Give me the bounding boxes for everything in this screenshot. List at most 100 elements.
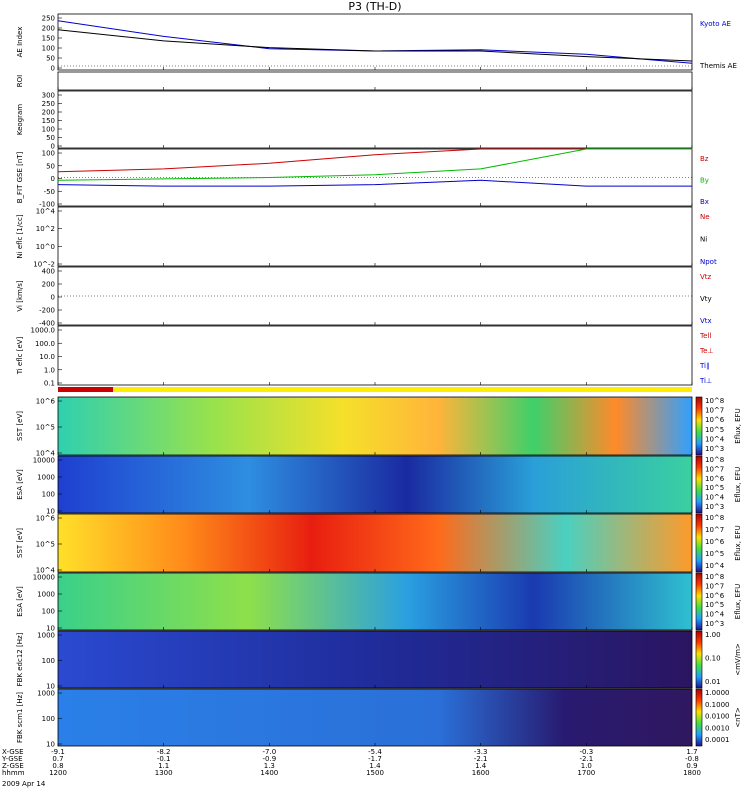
colorbar-tick-label: 1.0000 [705,689,730,697]
footer-value: -7.0 [262,748,276,756]
colorbar-tick-label: 10^4 [705,611,725,619]
y-tick-label: 1000 [37,474,55,482]
y-tick-label: 10^6 [36,398,56,406]
y-axis-label: Vi [km/s] [16,280,24,311]
colorbar-tick-label: 10^5 [705,550,724,558]
y-tick-label: 10^-2 [33,261,55,269]
legend-label: Ti⊥ [699,377,712,385]
y-axis-label: SST [eV] [16,528,24,558]
y-tick-label: 10 [46,625,55,633]
colorbar-fbk1 [695,630,703,689]
y-axis-label: ROI [16,75,24,87]
y-axis-label: ESA [eV] [16,469,24,500]
y-tick-label: 0 [51,143,55,151]
colorbar-tick-label: 10^7 [705,407,724,415]
panel-fbk1: 1.00 0.10 0.01 <mV/m> 1000 100 10 FBK edc12 [Hz… [16,630,742,691]
colorbar-sst2 [695,513,703,573]
y-tick-label: 50 [46,134,55,142]
colorbar-sst1 [695,396,703,456]
footer-row-label: Y-GSE [1,755,23,763]
legend-label: Te⊥ [699,347,714,355]
colorbar-tick-label: 10^7 [705,582,724,590]
y-axis-label: Keogram [16,104,24,135]
footer-value: -0.3 [579,748,593,756]
heatmap-esa1 [58,456,692,513]
plot-title: P3 (TH-D) [348,0,401,13]
colorbar-tick-label: 10^4 [705,562,725,570]
status-bar-red [58,387,113,392]
y-tick-label: 10 [46,741,55,749]
colorbar-tick-label: 0.01 [705,678,721,686]
y-tick-label: 10^2 [36,225,55,233]
y-tick-label: 0.1 [44,380,55,388]
y-tick-label: 100 [42,491,55,499]
heatmap-sst1 [58,397,692,455]
footer-value: 1.7 [686,748,697,756]
legend-label: Npot [700,258,717,266]
y-tick-label: 100 [42,715,55,723]
footer-value: 1200 [49,769,67,777]
colorbar-tick-label: 10^3 [705,503,724,511]
y-axis-label: AE Index [16,27,24,58]
y-tick-label: 100.0 [35,340,55,348]
colorbar-label: <mV/m> [734,643,742,676]
panel-frame [57,13,693,71]
y-tick-label: 200 [42,109,55,117]
panel-frame [57,325,693,386]
colorbar-tick-label: 10^7 [705,465,724,473]
footer-row-label: hhmm [2,769,25,777]
colorbar-esa2 [695,572,703,631]
heatmap-fbk2 [58,689,692,746]
panel-frame [57,90,693,149]
footer-row-label: Z-GSE [2,762,24,770]
panel-frame [57,206,693,267]
footer-value: 1700 [577,769,595,777]
y-tick-label: -100 [39,201,55,209]
y-tick-label: 150 [42,35,55,43]
colorbar-tick-label: 10^6 [705,475,725,483]
y-tick-label: 0 [51,175,55,183]
colorbar-tick-label: 10^6 [705,592,725,600]
footer-value: -0.9 [262,755,276,763]
y-tick-label: 100 [42,126,55,134]
legend-label: Bz [700,155,709,163]
y-tick-label: -400 [39,320,55,328]
legend-label: Bx [700,198,709,206]
colorbar-tick-label: 10^3 [705,445,724,453]
y-tick-label: 10^5 [36,541,55,549]
footer-value: 0.9 [686,762,697,770]
colorbar-label: Eflux, EFU [734,467,742,502]
colorbar-tick-label: 10^8 [705,573,724,581]
y-tick-label: 1000 [37,690,55,698]
footer-row-label: X-GSE [2,748,24,756]
colorbar-tick-label: 10^7 [705,526,724,534]
footer-value: -8.2 [157,748,171,756]
colorbar-tick-label: 0.0010 [705,724,730,732]
colorbar-tick-label: 10^5 [705,601,724,609]
footer-value: -5.4 [368,748,382,756]
panel-ni: 10^4 10^2 10^0 10^-2 Ni eflc [1/cc] Ne Ni Npot [16,206,717,269]
footer-date: 2009 Apr 14 [2,780,46,788]
y-tick-label: 50 [46,55,55,63]
y-tick-label: 10 [46,508,55,516]
panel-vi: 400 200 0 -200 -400 Vi [km/s] Vtz Vty Vtx [16,266,712,328]
y-tick-label: 0 [51,65,55,73]
panel-frame [57,266,693,326]
y-tick-label: -200 [39,307,55,315]
y-axis-label: SST [eV] [16,411,24,441]
legend-label: Vtz [700,273,712,281]
y-tick-label: 0 [51,294,55,302]
legend-label: Ne [700,213,710,221]
footer-value: 0.8 [52,762,63,770]
y-tick-label: 10^5 [36,424,55,432]
legend-label: Vty [700,295,712,303]
panel-esa2: 10^810^7 10^610^5 10^410^3 Eflux, EFU 10000 1… [16,572,742,633]
y-tick-label: 10000 [33,457,55,465]
y-tick-label: 1000.0 [31,327,56,335]
colorbar-label: Eflux, EFU [734,584,742,619]
legend-label: By [700,177,709,185]
footer-value: 0.7 [52,755,63,763]
y-tick-label: 250 [42,15,55,23]
